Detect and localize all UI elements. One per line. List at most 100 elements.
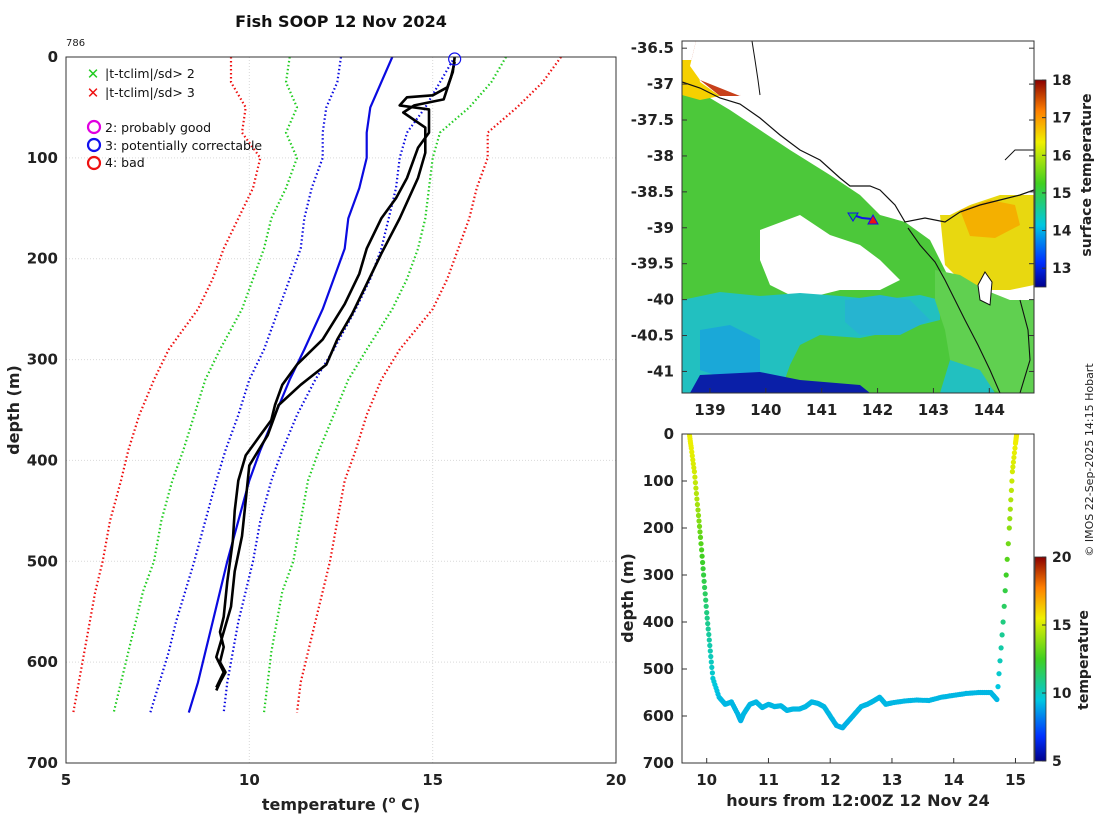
track-point-24 [697,534,704,541]
track-point-29 [700,566,706,572]
sst-map-image [682,41,1034,393]
temp-colorbar-label: temperature [1076,610,1092,710]
track-point-40 [706,631,712,638]
profile-y-axis-label: depth (m) [4,365,23,455]
map-lon-tick-141: 141 [806,401,837,419]
track-point-301 [1010,464,1016,470]
track-point-37 [704,615,710,621]
sst-cyan-eddy [700,325,760,380]
track-point-27 [699,553,705,559]
track-point-6 [688,445,694,451]
track-point-283 [995,684,1001,690]
profile-ytick-500: 500 [27,552,58,570]
temp-cbar-tick-5: 5 [1052,754,1062,770]
profile-ytick-400: 400 [27,451,58,469]
profile-xtick-10: 10 [239,771,260,789]
track-point-299 [1009,478,1015,484]
track-point-312 [1014,434,1020,437]
coastline-tasmania [1019,299,1031,393]
sst-cbar-tick-15: 15 [1052,186,1071,202]
track-point-33 [702,591,708,597]
legend-entry-qc-2: 2: probably good [86,119,211,135]
track-point-28 [700,559,706,566]
track-point-292 [1004,556,1010,562]
profile-xtick-20: 20 [606,771,627,789]
track-point-42 [707,642,713,649]
profile-x-axis-label: temperature (o C) [262,795,420,814]
track-point-25 [698,541,704,547]
profile-ytick-0: 0 [48,48,58,66]
profile-xtick-5: 5 [61,771,71,789]
legend-label-qc-3: 3: potentially correctable [105,138,262,153]
map-lat-tick--41: -41 [647,362,674,380]
map-lon-tick-140: 140 [750,401,781,419]
track-point-16 [693,490,700,497]
legend-entry-flag-2sd: ✕ |t-tclim|/sd> 2 [87,65,195,83]
sst-orange-se [960,200,1020,238]
track-xtick-12: 12 [820,771,841,789]
track-point-288 [1000,619,1006,625]
track-point-7 [689,449,695,455]
track-point-294 [1006,525,1012,531]
track-ytick-300: 300 [643,566,674,584]
map-lat-tick--40.5: -40.5 [631,327,674,345]
profile-xlabel-unit: C) [396,795,421,814]
track-point-296 [1007,506,1013,512]
land-victoria [682,41,1034,220]
profile-series-clim-3sd [295,57,562,713]
track-point-44 [708,653,714,660]
profile-ytick-600: 600 [27,653,58,671]
profile-ytick-700: 700 [27,754,58,772]
profile-grid [65,56,617,764]
profile-series-profile-up- [215,61,456,688]
track-point-282 [994,696,1000,703]
legend-entry-qc-3: 3: potentially correctable [86,137,262,153]
track-ytick-700: 700 [643,754,674,772]
track-point-13 [692,474,698,480]
map-lat-tick--37: -37 [647,75,674,93]
track-point-23 [697,529,703,535]
track-point-21 [696,518,702,524]
sst-cbar-tick-14: 14 [1052,224,1072,240]
track-point-38 [705,621,711,627]
profile-series-clim-2sd [112,57,299,713]
track-point-11 [691,465,697,471]
track-end-marker-icon [867,213,879,225]
track-panel: 10 11 12 13 14 15 0 100 200 300 400 500 600 700 hours… [618,425,1092,810]
coastline-port-phillip [1004,149,1034,161]
track-ytick-0: 0 [664,425,674,443]
blue-circle-icon [86,137,102,153]
map-axes-frame [681,40,1035,394]
drop-id-label: 786 [66,38,85,49]
coastline-victoria [682,81,1034,223]
track-point-9 [690,457,696,463]
legend-label-qc-4: 4: bad [105,155,145,170]
track-point-36 [704,610,710,616]
profile-xlabel-text: temperature ( [262,795,389,814]
map-lon-tick-144: 144 [974,401,1005,419]
profile-axes-frame [65,56,617,764]
shelf-line [907,227,1001,393]
sst-cold-deep-blue [690,372,870,393]
legend-label-flag-2sd: |t-tclim|/sd> 2 [105,66,195,81]
legend-label-qc-2: 2: probably good [105,120,211,135]
track-point-14 [692,480,699,486]
profile-xlabel-superscript: o [389,795,396,806]
profile-series [72,57,562,713]
sst-cbar-tick-16: 16 [1052,148,1071,164]
profile-series-climatology-mean [187,57,394,713]
credit-text: © IMOS 22-Sep-2025 14:15 Hobart [1083,363,1096,557]
sst-teal-se [940,360,995,393]
track-ytick-600: 600 [643,707,674,725]
temp-cbar-tick-10: 10 [1052,686,1072,702]
profile-series-clim-1sd [149,57,343,713]
track-point-304 [1011,450,1018,456]
legend-label-flag-3sd: |t-tclim|/sd> 3 [105,85,195,100]
map-lat-tick--38.5: -38.5 [631,183,674,201]
king-island [977,271,993,306]
cloud-gap-1 [760,215,900,300]
temp-cbar-tick-15: 15 [1052,618,1071,634]
profile-series-clim-1sd [222,57,456,713]
